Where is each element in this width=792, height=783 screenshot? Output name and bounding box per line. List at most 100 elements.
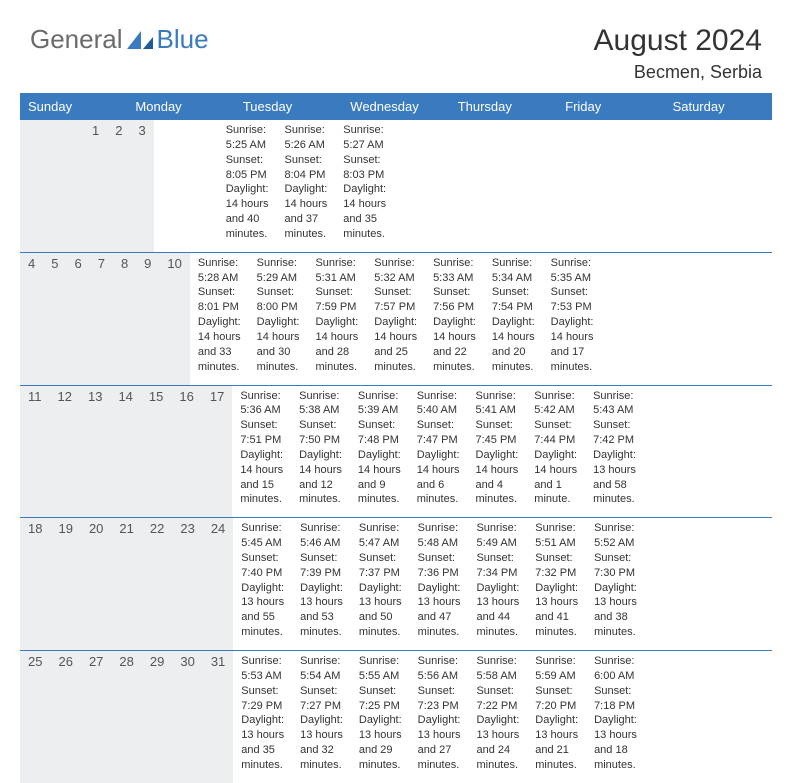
- sunrise-text: Sunrise: 5:54 AM: [300, 654, 343, 684]
- sunset-text: Sunset: 7:20 PM: [535, 684, 578, 714]
- date-number: 20: [81, 518, 111, 650]
- daylight-text: Daylight: 14 hours and 15 minutes.: [240, 448, 283, 507]
- sunrise-text: Sunrise: 5:58 AM: [476, 654, 519, 684]
- daylight-text: Daylight: 13 hours and 58 minutes.: [593, 448, 636, 507]
- date-number: 24: [203, 518, 233, 650]
- date-number: [52, 120, 68, 252]
- weekday-header: SundayMondayTuesdayWednesdayThursdayFrid…: [20, 93, 772, 120]
- day-cell: Sunrise: 5:26 AMSunset: 8:04 PMDaylight:…: [277, 120, 336, 252]
- day-cell: Sunrise: 5:47 AMSunset: 7:37 PMDaylight:…: [351, 518, 410, 650]
- daylight-text: Daylight: 13 hours and 55 minutes.: [241, 581, 284, 640]
- sunset-text: Sunset: 7:34 PM: [476, 551, 519, 581]
- date-number: [36, 120, 52, 252]
- sunset-text: Sunset: 8:04 PM: [285, 153, 328, 183]
- weekday-label: Wednesday: [342, 93, 449, 120]
- sunrise-text: Sunrise: 6:00 AM: [594, 654, 637, 684]
- date-number: 23: [172, 518, 202, 650]
- daylight-text: Daylight: 13 hours and 53 minutes.: [300, 581, 343, 640]
- day-cell: Sunrise: 5:41 AMSunset: 7:45 PMDaylight:…: [468, 386, 527, 518]
- daylight-text: Daylight: 14 hours and 40 minutes.: [226, 182, 269, 241]
- body-row: Sunrise: 5:28 AMSunset: 8:01 PMDaylight:…: [190, 253, 602, 385]
- day-cell: Sunrise: 5:43 AMSunset: 7:42 PMDaylight:…: [585, 386, 644, 518]
- weekday-label: Monday: [127, 93, 234, 120]
- sunset-text: Sunset: 8:03 PM: [343, 153, 386, 183]
- daylight-text: Daylight: 14 hours and 4 minutes.: [476, 448, 519, 507]
- sunrise-text: Sunrise: 5:43 AM: [593, 389, 636, 419]
- sunrise-text: Sunrise: 5:45 AM: [241, 521, 284, 551]
- sunrise-text: Sunrise: 5:46 AM: [300, 521, 343, 551]
- daylight-text: Daylight: 13 hours and 44 minutes.: [476, 581, 519, 640]
- date-number: 14: [110, 386, 140, 518]
- daylight-text: Daylight: 13 hours and 27 minutes.: [418, 713, 461, 772]
- location-label: Becmen, Serbia: [594, 62, 762, 83]
- daylight-text: Daylight: 13 hours and 47 minutes.: [418, 581, 461, 640]
- sunrise-text: Sunrise: 5:55 AM: [359, 654, 402, 684]
- daylight-text: Daylight: 14 hours and 35 minutes.: [343, 182, 386, 241]
- sunrise-text: Sunrise: 5:41 AM: [476, 389, 519, 419]
- date-number: 31: [203, 651, 233, 783]
- date-number: 15: [141, 386, 171, 518]
- day-cell: Sunrise: 5:28 AMSunset: 8:01 PMDaylight:…: [190, 253, 249, 385]
- date-number: 3: [130, 120, 153, 252]
- date-number: 7: [90, 253, 113, 385]
- sunset-text: Sunset: 8:00 PM: [257, 285, 300, 315]
- daylight-text: Daylight: 14 hours and 17 minutes.: [551, 315, 594, 374]
- day-cell: [202, 120, 218, 252]
- date-number: 4: [20, 253, 43, 385]
- title-block: August 2024 Becmen, Serbia: [594, 24, 762, 83]
- sunrise-text: Sunrise: 5:34 AM: [492, 256, 535, 286]
- weekday-label: Friday: [557, 93, 664, 120]
- sunset-text: Sunset: 7:22 PM: [476, 684, 519, 714]
- sunrise-text: Sunrise: 5:40 AM: [417, 389, 460, 419]
- sunrise-text: Sunrise: 5:36 AM: [240, 389, 283, 419]
- weekday-label: Saturday: [665, 93, 772, 120]
- calendar-week: 123Sunrise: 5:25 AMSunset: 8:05 PMDaylig…: [20, 120, 772, 253]
- day-cell: Sunrise: 5:34 AMSunset: 7:54 PMDaylight:…: [484, 253, 543, 385]
- day-cell: Sunrise: 5:54 AMSunset: 7:27 PMDaylight:…: [292, 651, 351, 783]
- sunrise-text: Sunrise: 5:52 AM: [594, 521, 637, 551]
- month-title: August 2024: [594, 24, 762, 58]
- daylight-text: Daylight: 14 hours and 20 minutes.: [492, 315, 535, 374]
- sunrise-text: Sunrise: 5:56 AM: [418, 654, 461, 684]
- calendar-week: 25262728293031Sunrise: 5:53 AMSunset: 7:…: [20, 651, 772, 783]
- sunset-text: Sunset: 7:30 PM: [594, 551, 637, 581]
- day-cell: Sunrise: 5:48 AMSunset: 7:36 PMDaylight:…: [410, 518, 469, 650]
- sunset-text: Sunset: 7:25 PM: [359, 684, 402, 714]
- sunrise-text: Sunrise: 5:25 AM: [226, 123, 269, 153]
- day-cell: Sunrise: 5:49 AMSunset: 7:34 PMDaylight:…: [468, 518, 527, 650]
- sunrise-text: Sunrise: 5:35 AM: [551, 256, 594, 286]
- date-number: 6: [66, 253, 89, 385]
- sunset-text: Sunset: 7:44 PM: [534, 418, 577, 448]
- day-cell: Sunrise: 5:56 AMSunset: 7:23 PMDaylight:…: [410, 651, 469, 783]
- sunset-text: Sunset: 7:45 PM: [476, 418, 519, 448]
- sail-icon: [127, 31, 153, 49]
- body-row: Sunrise: 5:36 AMSunset: 7:51 PMDaylight:…: [232, 386, 644, 518]
- sunrise-text: Sunrise: 5:39 AM: [358, 389, 401, 419]
- sunrise-text: Sunrise: 5:27 AM: [343, 123, 386, 153]
- sunset-text: Sunset: 7:23 PM: [418, 684, 461, 714]
- date-number: 18: [20, 518, 50, 650]
- weekday-label: Thursday: [450, 93, 557, 120]
- daylight-text: Daylight: 14 hours and 12 minutes.: [299, 448, 342, 507]
- sunrise-text: Sunrise: 5:48 AM: [418, 521, 461, 551]
- sunset-text: Sunset: 7:18 PM: [594, 684, 637, 714]
- sunrise-text: Sunrise: 5:26 AM: [285, 123, 328, 153]
- date-number: 30: [172, 651, 202, 783]
- sunset-text: Sunset: 7:53 PM: [551, 285, 594, 315]
- brand-text-general: General: [30, 24, 123, 55]
- date-number: 28: [111, 651, 141, 783]
- date-row: 25262728293031: [20, 651, 233, 783]
- day-cell: Sunrise: 5:31 AMSunset: 7:59 PMDaylight:…: [307, 253, 366, 385]
- daylight-text: Daylight: 14 hours and 9 minutes.: [358, 448, 401, 507]
- day-cell: Sunrise: 5:46 AMSunset: 7:39 PMDaylight:…: [292, 518, 351, 650]
- brand-text-blue: Blue: [157, 24, 209, 55]
- body-row: Sunrise: 5:25 AMSunset: 8:05 PMDaylight:…: [154, 120, 394, 252]
- day-cell: [154, 120, 170, 252]
- day-cell: Sunrise: 5:55 AMSunset: 7:25 PMDaylight:…: [351, 651, 410, 783]
- daylight-text: Daylight: 13 hours and 29 minutes.: [359, 713, 402, 772]
- date-number: 1: [84, 120, 107, 252]
- sunrise-text: Sunrise: 5:51 AM: [535, 521, 578, 551]
- day-cell: Sunrise: 5:33 AMSunset: 7:56 PMDaylight:…: [425, 253, 484, 385]
- page-header: General Blue August 2024 Becmen, Serbia: [0, 0, 792, 93]
- date-number: 9: [136, 253, 159, 385]
